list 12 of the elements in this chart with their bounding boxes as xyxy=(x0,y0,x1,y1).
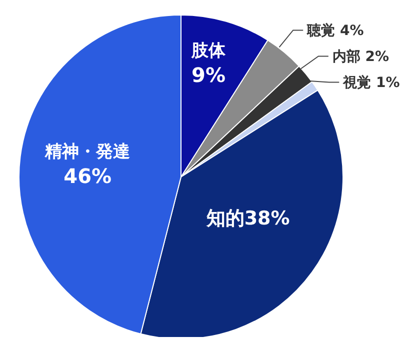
data-label: 9% xyxy=(192,62,226,87)
data-label: 4% xyxy=(340,23,364,40)
slice-label: 肢体 xyxy=(190,40,227,61)
slice-label: 視覚 xyxy=(343,75,372,92)
slice-label: 聴覚 xyxy=(307,23,336,40)
data-label: 1% xyxy=(376,75,400,92)
data-label: 46% xyxy=(64,164,112,188)
slice-label: 内部 xyxy=(332,49,360,66)
slice-label: 精神・発達 xyxy=(44,142,130,162)
data-label: 38% xyxy=(244,207,290,230)
slice-label: 知的 xyxy=(206,207,244,230)
data-label: 2% xyxy=(365,49,390,66)
